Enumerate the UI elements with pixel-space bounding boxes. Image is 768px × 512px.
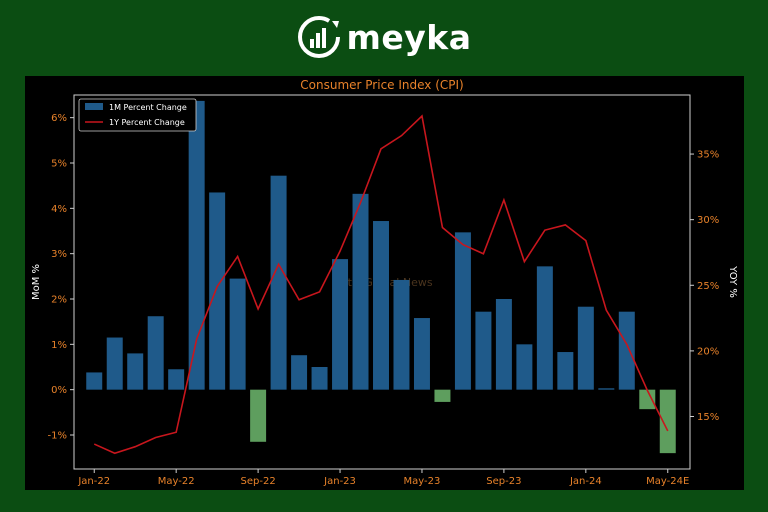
left-tick-label: 1%	[51, 340, 67, 351]
left-tick-label: 0%	[51, 385, 67, 396]
chart-panel: Consumer Price Index (CPI) Metis Global …	[25, 76, 744, 490]
mom-bar	[291, 355, 308, 390]
mom-bar	[516, 344, 533, 390]
mom-bar	[270, 175, 287, 390]
mom-bar	[209, 192, 226, 390]
left-tick-label: 6%	[51, 113, 67, 124]
right-tick-label: 30%	[697, 215, 719, 226]
mom-bar	[598, 388, 615, 390]
mom-bar	[127, 353, 144, 390]
mom-bar	[434, 389, 451, 402]
mom-bar	[413, 318, 430, 390]
right-tick-label: 25%	[697, 281, 719, 292]
bottom-tick-label: May-22	[158, 476, 195, 487]
left-tick-label: -1%	[48, 431, 67, 442]
bottom-tick-label: Sep-22	[241, 476, 276, 487]
legend-label-mom: 1M Percent Change	[109, 103, 187, 112]
mom-bar	[352, 193, 369, 390]
mom-bar	[393, 279, 410, 390]
mom-bar	[495, 299, 512, 390]
header: meyka	[0, 0, 768, 74]
mom-bar	[188, 100, 205, 390]
bottom-tick-label: Sep-23	[486, 476, 521, 487]
bottom-tick-label: Jan-23	[323, 476, 356, 487]
mom-bar	[106, 337, 123, 390]
plot-frame	[73, 94, 691, 470]
left-tick-label: 3%	[51, 249, 67, 260]
mom-bar	[454, 232, 471, 390]
right-tick-label: 35%	[697, 150, 719, 161]
left-tick-label: 4%	[51, 204, 67, 215]
left-tick-label: 2%	[51, 295, 67, 306]
mom-bar	[168, 369, 185, 390]
mom-bar	[536, 266, 553, 390]
legend-label-yoy: 1Y Percent Change	[109, 118, 185, 127]
y-axis-label: MoM %	[31, 264, 42, 300]
right-tick-label: 20%	[697, 346, 719, 357]
right-axis: 15% 20% 25% 30% 35%	[690, 150, 719, 423]
mom-bar	[311, 367, 328, 390]
mom-bar	[557, 352, 574, 390]
left-axis: -1% 0% 1% 2% 3% 4% 5% 6%	[48, 113, 74, 442]
mom-bar	[147, 316, 164, 390]
mom-bar	[229, 278, 246, 390]
mom-bar	[659, 389, 676, 454]
mom-bar	[373, 221, 389, 390]
legend-box	[78, 98, 197, 132]
left-tick-label: 5%	[51, 159, 67, 170]
mom-bar	[86, 372, 103, 390]
mom-bar	[332, 259, 349, 390]
bottom-tick-label: May-24E	[646, 476, 689, 487]
meyka-logo-icon	[297, 16, 340, 58]
mom-bar	[577, 306, 594, 390]
chart-title: Consumer Price Index (CPI)	[300, 78, 463, 92]
yoy-line	[93, 114, 669, 455]
right-tick-label: 15%	[697, 412, 719, 423]
mom-bar	[618, 311, 635, 390]
bar-series	[86, 100, 676, 454]
legend-bar-swatch	[85, 103, 103, 110]
y2-axis-label: YOY %	[727, 265, 738, 298]
bottom-tick-label: May-23	[404, 476, 441, 487]
bottom-tick-label: Jan-22	[77, 476, 110, 487]
mom-bar	[475, 311, 492, 390]
cpi-chart: Consumer Price Index (CPI) Metis Global …	[31, 78, 738, 487]
brand-logo[interactable]: meyka	[297, 15, 472, 59]
mom-bar	[250, 389, 267, 442]
mom-bar	[639, 389, 656, 410]
legend: 1M Percent Change 1Y Percent Change	[78, 98, 197, 132]
bottom-tick-label: Jan-24	[569, 476, 602, 487]
bottom-axis: Jan-22 May-22 Sep-22 Jan-23 May-23 Sep-23 Jan-…	[77, 469, 689, 487]
brand-name: meyka	[346, 17, 472, 57]
